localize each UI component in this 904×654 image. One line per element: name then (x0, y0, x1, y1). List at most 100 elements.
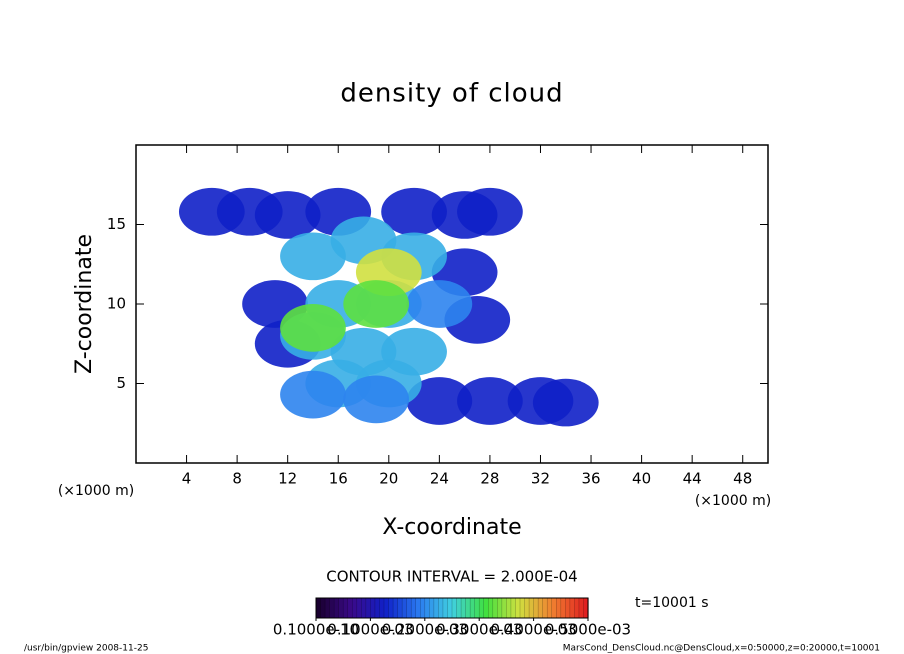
y-tick-label: 15 (107, 215, 126, 233)
x-tick-label: 16 (329, 470, 348, 488)
colorbar-band (361, 597, 367, 619)
colorbar-band (460, 597, 467, 619)
colorbar-band (478, 597, 485, 619)
colorbar-band (551, 597, 558, 619)
colorbar-band (528, 597, 535, 619)
x-tick-label: 44 (683, 470, 702, 488)
y-unit: (×1000 m) (58, 483, 134, 499)
colorbar-band (429, 597, 435, 619)
contour-interval: CONTOUR INTERVAL = 2.000E-04 (326, 568, 577, 586)
colorbar-frame (315, 597, 589, 619)
colorbar-band (515, 597, 521, 619)
colorbar-band (578, 597, 585, 619)
colorbar-band (374, 597, 381, 619)
colorbar-band (420, 597, 426, 619)
x-axis-label: X-coordinate (382, 515, 521, 540)
colorbar-band (433, 597, 440, 619)
x-tick-label: 40 (632, 470, 651, 488)
colorbar-band (410, 597, 417, 619)
x-unit: (×1000 m) (695, 493, 771, 509)
colorbar-band (546, 597, 553, 619)
colorbar-tick-label: 0.1000e-10 (273, 621, 359, 639)
colorbar-band (370, 597, 376, 619)
colorbar-band (356, 597, 363, 619)
x-tick-label: 28 (480, 470, 499, 488)
cloud-cell (532, 378, 599, 427)
x-tick-label: 8 (232, 470, 242, 488)
colorbar-band (333, 597, 340, 619)
x-tick-label: 20 (379, 470, 398, 488)
colorbar-band (401, 597, 408, 619)
colorbar-band (365, 597, 372, 619)
cloud-cell (381, 187, 447, 236)
colorbar-band (542, 597, 548, 619)
cloud-cell (457, 187, 523, 236)
x-tick-label: 36 (581, 470, 600, 488)
colorbar-tick-label: 0.1000e-03 (327, 621, 413, 639)
colorbar-band (447, 597, 453, 619)
colorbar-band (492, 597, 499, 619)
colorbar-band (415, 597, 422, 619)
time-label: t=10001 s (635, 595, 709, 611)
colorbar-band (342, 597, 349, 619)
colorbar-band (501, 597, 508, 619)
cloud-cell (280, 304, 346, 352)
cloud-cell (280, 232, 346, 281)
colorbar-band (510, 597, 517, 619)
y-tick-label: 5 (116, 374, 126, 392)
colorbar-band (456, 597, 462, 619)
x-tick-label: 32 (531, 470, 550, 488)
colorbar-band (569, 597, 576, 619)
colorbar-band (556, 597, 562, 619)
colorbar-tick-label: 0.5000e-03 (545, 621, 631, 639)
colorbar-band (379, 597, 385, 619)
colorbar-band (565, 597, 571, 619)
colorbar-band (469, 597, 476, 619)
cloud-cell (343, 280, 410, 328)
colorbar-band (424, 597, 431, 619)
colorbar-band (397, 597, 403, 619)
colorbar-tick-label: 0.4000e-03 (490, 621, 576, 639)
x-tick-label: 48 (733, 470, 752, 488)
colorbar-band (352, 597, 358, 619)
colorbar-band (560, 597, 567, 619)
cloud-cell (406, 377, 473, 425)
colorbar-band (465, 597, 471, 619)
footer-right: MarsCond_DensCloud.nc@DensCloud,x=0:5000… (563, 644, 880, 654)
colorbar-band (524, 597, 530, 619)
chart-title: density of cloud (340, 79, 563, 109)
field (178, 187, 599, 427)
colorbar-band (438, 597, 444, 619)
colorbar-band (324, 597, 331, 619)
colorbar-band (483, 597, 490, 619)
cloud-cell (457, 377, 523, 425)
colorbar-band (392, 597, 399, 619)
colorbar-band (406, 597, 412, 619)
cloud-cell (254, 191, 321, 239)
colorbar-band (537, 597, 544, 619)
colorbar-band (347, 597, 354, 619)
colorbar-band (442, 597, 449, 619)
colorbar-band (338, 597, 344, 619)
cloud-cell (406, 280, 473, 328)
colorbar-band (574, 597, 580, 619)
colorbar-band (488, 597, 494, 619)
y-axis-label: Z-coordinate (72, 234, 97, 374)
x-tick-label: 4 (182, 470, 192, 488)
colorbar-band (451, 597, 458, 619)
colorbar-band (315, 597, 322, 619)
colorbar-band (506, 597, 512, 619)
colorbar-band (533, 597, 539, 619)
colorbar-tick-label: 0.2000e-03 (382, 621, 468, 639)
colorbar-band (388, 597, 394, 619)
colorbar-band (497, 597, 503, 619)
cloud-cell (343, 375, 410, 424)
colorbar-tick-label: 0.3000e-03 (436, 621, 522, 639)
colorbar-band (383, 597, 390, 619)
x-tick-label: 12 (278, 470, 297, 488)
cloud-cell (280, 370, 346, 419)
colorbar-band (474, 597, 480, 619)
footer-left: /usr/bin/gpview 2008-11-25 (24, 644, 148, 654)
x-tick-label: 24 (430, 470, 449, 488)
